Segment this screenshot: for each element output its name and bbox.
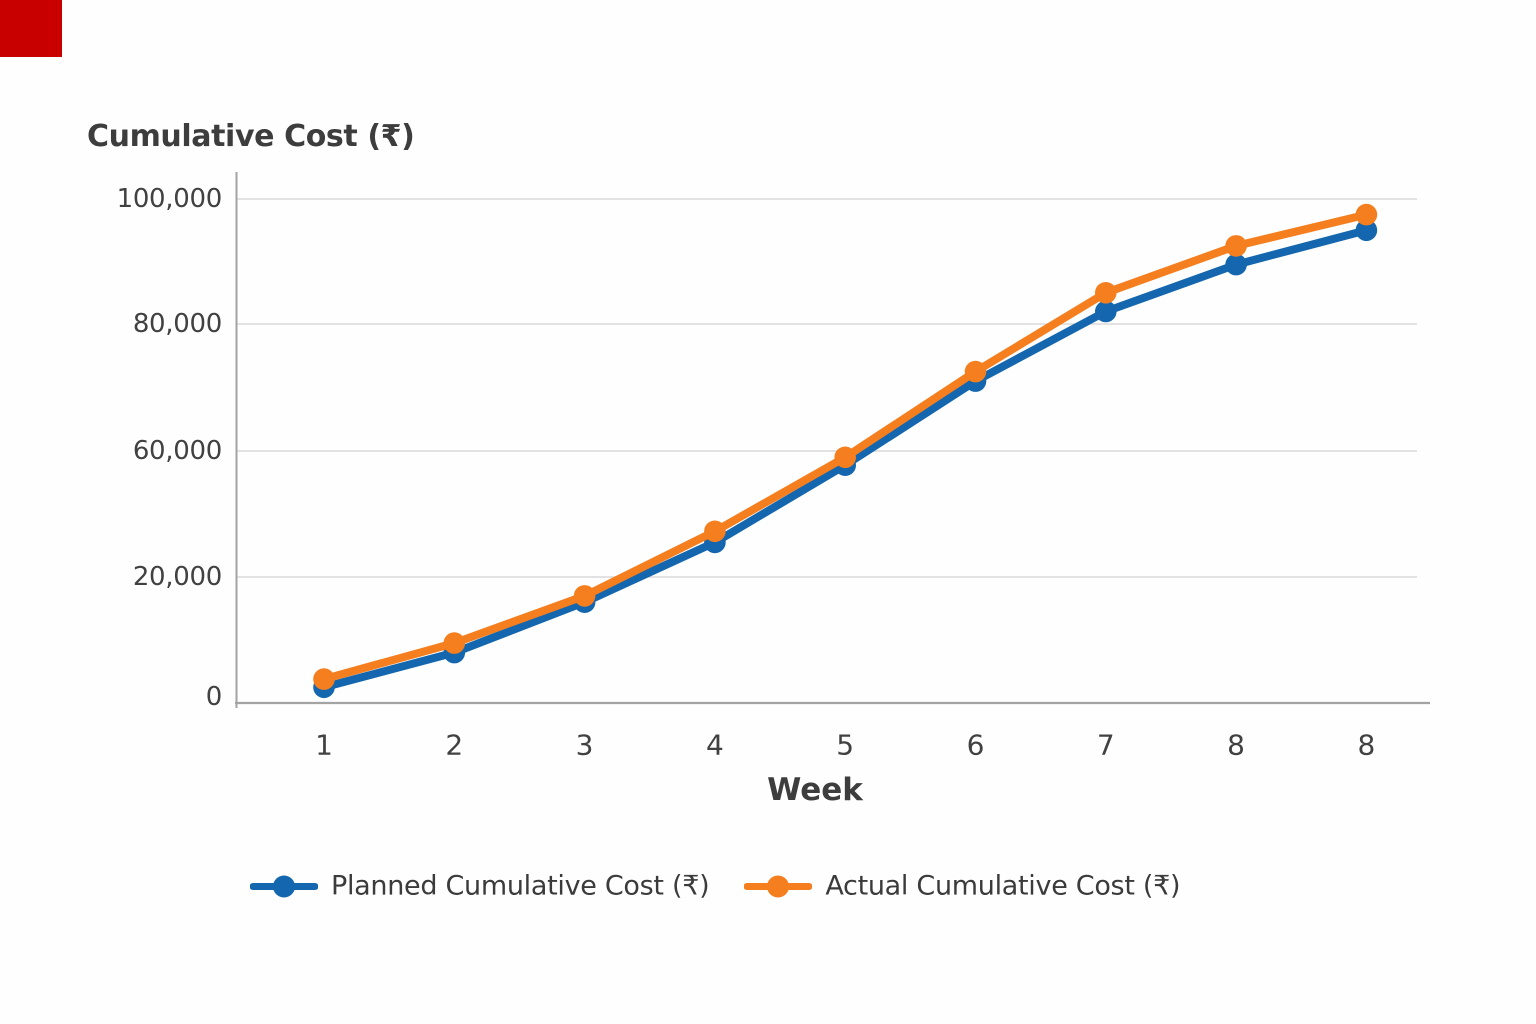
actual-data-point — [443, 632, 466, 654]
actual-data-point — [1095, 282, 1117, 304]
planned-legend-marker — [250, 875, 318, 897]
planned-data-point — [1225, 253, 1247, 276]
planned-data-point — [1355, 219, 1378, 242]
x-axis-tick-label: 3 — [575, 728, 594, 762]
y-axis-tick-label: 60,000 — [132, 436, 222, 466]
y-axis-tick-label: 20,000 — [132, 562, 222, 592]
x-axis-tick-label: 8 — [1227, 728, 1246, 762]
legend: Planned Cumulative Cost (₹) Actual Cumul… — [250, 870, 1181, 902]
planned-data-point — [443, 641, 466, 664]
corner-marker — [0, 0, 62, 57]
x-axis-tick-label: 5 — [836, 728, 855, 762]
x-axis-tick-label: 7 — [1096, 728, 1115, 762]
actual-legend-marker — [744, 875, 813, 897]
planned-data-point — [1095, 300, 1117, 323]
actual-data-point — [704, 520, 726, 543]
planned-data-point — [834, 454, 856, 477]
planned-data-point — [573, 591, 596, 613]
y-axis-tick-label: 0 — [205, 682, 223, 712]
x-axis-tick-label: 4 — [705, 728, 724, 762]
planned-data-point — [313, 676, 335, 699]
y-axis-tick-label: 80,000 — [132, 309, 222, 339]
actual-data-point — [573, 585, 596, 607]
actual-data-point — [964, 360, 987, 383]
chart-title: Cumulative Cost (₹) — [87, 119, 415, 154]
x-axis-tick-label: 6 — [966, 728, 985, 762]
planned-legend-label: Planned Cumulative Cost (₹) — [331, 870, 710, 902]
planned-data-point — [964, 370, 987, 392]
actual-data-point — [313, 668, 335, 690]
planned-series-line — [320, 226, 1371, 692]
x-axis-tick-label: 8 — [1357, 728, 1376, 762]
actual-data-point — [1225, 235, 1247, 257]
legend-item-actual: Actual Cumulative Cost (₹) — [744, 870, 1181, 902]
x-axis-title: Week — [767, 772, 863, 808]
x-axis-tick-label: 2 — [445, 728, 464, 762]
actual-data-point — [834, 446, 856, 469]
legend-item-planned: Planned Cumulative Cost (₹) — [250, 870, 710, 902]
x-axis-tick-label: 1 — [315, 728, 333, 762]
y-axis-tick-label: 100,000 — [116, 184, 223, 214]
planned-data-point — [704, 531, 726, 554]
actual-legend-label: Actual Cumulative Cost (₹) — [825, 870, 1181, 902]
actual-series-line — [320, 210, 1371, 684]
actual-data-point — [1355, 203, 1378, 226]
